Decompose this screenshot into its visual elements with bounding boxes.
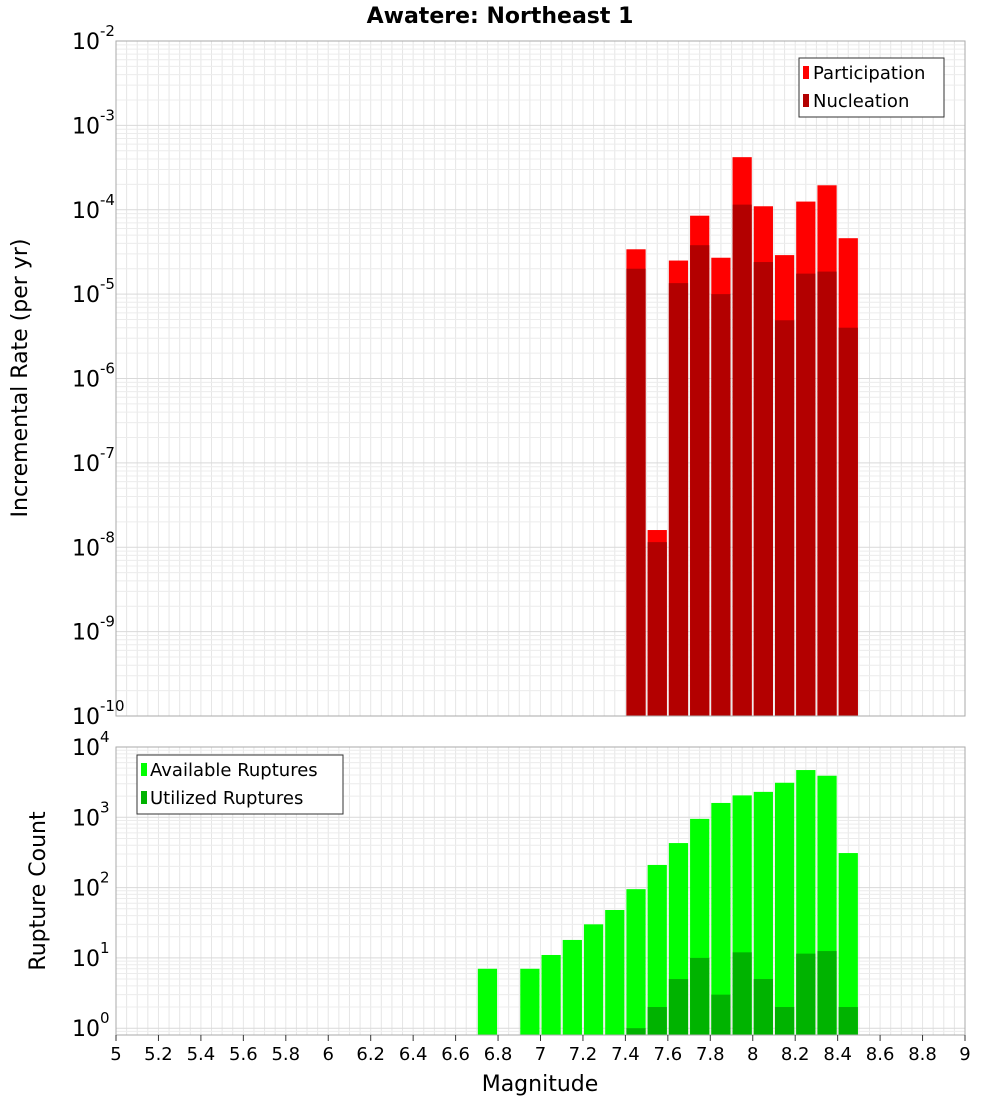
rate-y-tick-label: 10-6 (72, 360, 115, 393)
participation-legend-swatch (803, 66, 809, 79)
available-bar (838, 853, 858, 1035)
x-tick-label: 8 (747, 1044, 758, 1065)
x-tick-label: 8.6 (866, 1044, 895, 1065)
x-tick-label: 7 (535, 1044, 546, 1065)
x-tick-label: 7.2 (569, 1044, 598, 1065)
utilized-bar (753, 979, 773, 1035)
rate-bars (626, 157, 858, 717)
rate-y-tick-label: 10-4 (72, 191, 115, 224)
nucleation-bar (668, 283, 689, 716)
rate-y-axis-label: Incremental Rate (per yr) (8, 239, 33, 518)
x-tick-label: 6.8 (484, 1044, 513, 1065)
count-legend-box (136, 754, 344, 815)
x-tick-label: 5.6 (229, 1044, 258, 1065)
available-bar (647, 864, 667, 1035)
utilized-bar (838, 1007, 858, 1035)
nucleation-bar (753, 262, 773, 716)
rate-y-tick-label: 10-2 (72, 22, 115, 55)
available-bar (605, 910, 625, 1035)
x-tick-label: 9 (959, 1044, 970, 1065)
x-tick-label: 6.6 (441, 1044, 470, 1065)
rate-legend: Participation Nucleation (798, 57, 945, 118)
utilized-bar (626, 1028, 646, 1035)
rate-y-tick-label: 10-3 (72, 106, 115, 139)
available-bar (520, 968, 540, 1035)
utilized-bar (647, 1007, 667, 1035)
rate-y-ticks: 10-2 10-3 10-4 10-5 10-6 10-7 10-8 10-9 10-10 (72, 22, 125, 730)
x-tick-label: 5.4 (187, 1044, 216, 1065)
x-tick-label: 7.8 (696, 1044, 725, 1065)
count-y-tick-label: 102 (72, 869, 110, 902)
rate-y-tick-label: 10-10 (72, 697, 125, 730)
x-tick-label: 7.4 (611, 1044, 640, 1065)
available-bar (774, 782, 795, 1035)
nucleation-bar (690, 245, 710, 717)
utilized-bar (690, 957, 710, 1035)
count-panel: 104 103 102 101 100 Rupture Count Available … (26, 728, 971, 1097)
x-tick-label: 7.6 (654, 1044, 683, 1065)
count-grid (115, 746, 966, 1036)
participation-legend-label: Participation (813, 63, 925, 84)
x-axis-label: Magnitude (482, 1072, 599, 1097)
nucleation-bar (647, 542, 667, 716)
x-tick-label: 5.2 (144, 1044, 173, 1065)
x-tick-label: 6 (323, 1044, 334, 1065)
nucleation-bar (817, 271, 837, 716)
utilized-bar (817, 951, 837, 1035)
utilized-bar (711, 994, 731, 1035)
utilized-bar (732, 952, 752, 1035)
chart-title: Awatere: Northeast 1 (367, 4, 634, 29)
rate-plot-border (115, 40, 966, 717)
nucleation-bar (711, 294, 731, 716)
x-tick-label: 8.4 (823, 1044, 852, 1065)
rate-panel: 10-2 10-3 10-4 10-5 10-6 10-7 10-8 10-9 10-10 In… (8, 22, 966, 730)
available-bar (477, 968, 498, 1035)
utilized-bar (668, 979, 689, 1035)
rate-y-tick-label: 10-7 (72, 444, 115, 477)
x-tick-label: 8.2 (781, 1044, 810, 1065)
count-y-ticks: 104 103 102 101 100 (72, 728, 110, 1042)
rate-grid (115, 40, 966, 717)
utilized-legend-swatch (141, 791, 147, 804)
x-tick-label: 8.8 (908, 1044, 937, 1065)
utilized-legend-label: Utilized Ruptures (150, 788, 303, 809)
utilized-bar (796, 953, 816, 1035)
nucleation-legend-label: Nucleation (813, 91, 909, 112)
nucleation-bar (796, 273, 816, 716)
available-bar (711, 802, 731, 1035)
x-tick-label: 5 (110, 1044, 121, 1065)
count-bars (477, 770, 858, 1035)
x-tick-label: 6.2 (356, 1044, 385, 1065)
utilized-bar (774, 1007, 795, 1035)
available-bar (626, 889, 646, 1035)
available-bar (541, 954, 561, 1035)
rate-y-tick-label: 10-9 (72, 613, 115, 646)
available-legend-swatch (141, 763, 147, 776)
available-bar (583, 924, 604, 1035)
nucleation-bar (774, 320, 795, 716)
nucleation-bar (732, 204, 752, 717)
available-legend-label: Available Ruptures (150, 760, 318, 781)
x-tick-label: 5.8 (271, 1044, 300, 1065)
count-y-tick-label: 101 (72, 939, 110, 972)
rate-y-tick-label: 10-8 (72, 528, 115, 561)
count-y-tick-label: 100 (72, 1009, 110, 1042)
magnitude-x-ticks: 5 5.2 5.4 5.6 5.8 6 6.2 6.4 6.6 6.8 7 7.2 7.4 7.6 7.8 8… (110, 1035, 971, 1065)
nucleation-bar (838, 327, 858, 716)
rate-legend-box (798, 57, 945, 118)
count-legend: Available Ruptures Utilized Ruptures (136, 754, 344, 815)
count-y-tick-label: 103 (72, 798, 110, 831)
x-tick-label: 6.4 (399, 1044, 428, 1065)
nucleation-legend-swatch (803, 94, 809, 107)
count-y-axis-label: Rupture Count (26, 811, 51, 971)
rate-y-tick-label: 10-5 (72, 275, 115, 308)
available-bar (753, 791, 773, 1035)
nucleation-bar (626, 268, 646, 716)
count-y-tick-label: 104 (72, 728, 110, 761)
available-bar (562, 939, 582, 1035)
